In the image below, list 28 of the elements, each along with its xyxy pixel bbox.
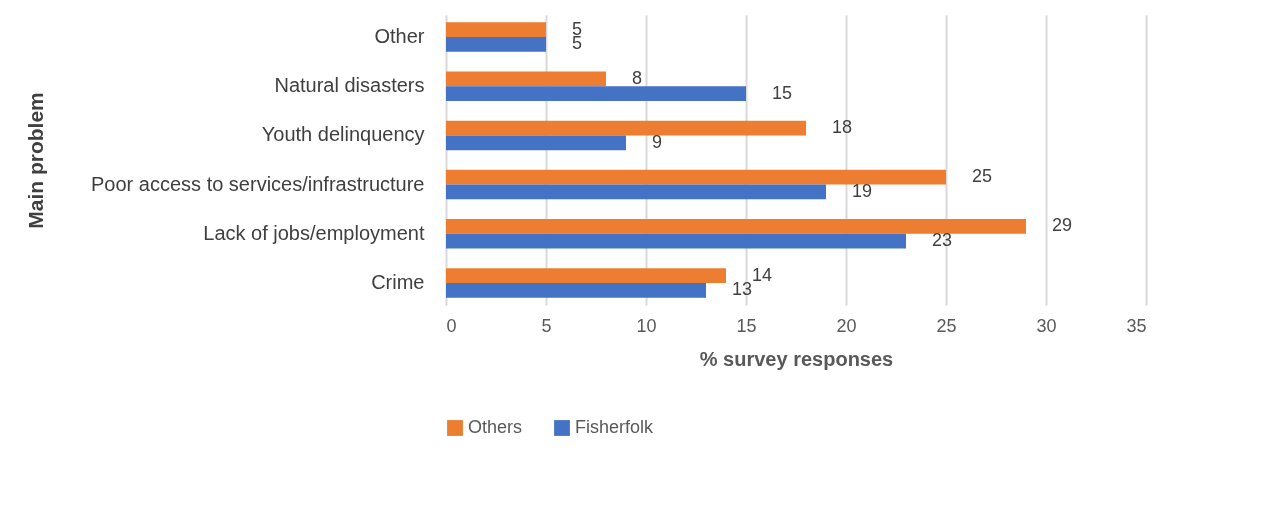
y-tick-label: Other [374, 25, 425, 48]
data-label: 15 [772, 82, 793, 103]
y-tick-label: Natural disasters [274, 74, 425, 97]
x-tick-label: 0 [446, 315, 457, 336]
data-label: 9 [652, 131, 663, 152]
x-tick-label: 35 [1126, 315, 1147, 336]
data-label: 13 [732, 279, 753, 300]
y-tick-label: Poor access to services/infrastructure [91, 172, 425, 195]
data-label: 14 [752, 264, 773, 285]
y-axis-title: Main problem [23, 92, 47, 229]
legend-label: Others [468, 417, 523, 437]
data-label: 19 [852, 180, 873, 201]
x-tick-label: 15 [736, 315, 757, 336]
y-tick-label: Youth delinquency [261, 123, 425, 146]
legend-label: Fisherfolk [575, 417, 655, 437]
data-label: 23 [932, 230, 953, 251]
data-label: 25 [972, 166, 993, 187]
x-tick-label: 25 [936, 315, 957, 336]
x-axis-title: % survey responses [699, 347, 894, 370]
x-tick-label: 30 [1036, 315, 1057, 336]
y-tick-label: Lack of jobs/employment [203, 221, 425, 244]
data-label: 29 [1052, 215, 1073, 236]
x-tick-label: 10 [636, 315, 657, 336]
x-tick-label: 5 [541, 315, 552, 336]
data-label: 8 [632, 67, 643, 88]
y-tick-label: Crime [371, 270, 425, 293]
x-tick-label: 20 [836, 315, 857, 336]
data-label: 18 [832, 117, 853, 138]
